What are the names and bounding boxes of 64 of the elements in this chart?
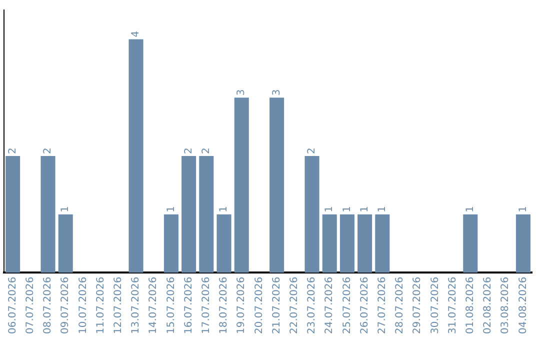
x-tick-label: 03.08.2026 [500,276,512,334]
bar [199,156,214,273]
x-tick-label: 20.07.2026 [254,276,265,334]
bar [304,156,320,273]
x-tick-label: 18.07.2026 [218,276,230,334]
x-tick-label: 09.07.2026 [60,276,72,334]
x-tick-label: 19.07.2026 [236,276,248,334]
data-label: 1 [464,206,476,212]
data-label: 2 [200,148,212,154]
bar [463,214,478,273]
x-tick-label: 25.07.2026 [342,276,353,334]
bar [322,214,337,273]
x-tick-label: 02.08.2026 [482,276,494,334]
x-tick-label: 13.07.2026 [130,276,142,334]
x-tick-label: 12.07.2026 [112,276,124,334]
data-label: 1 [166,206,177,212]
x-tick-label: 26.07.2026 [359,276,370,334]
bar [182,156,196,273]
bar [375,214,390,273]
x-tick-label: 15.07.2026 [166,276,177,334]
x-tick-label: 23.07.2026 [306,276,318,334]
bar [358,214,372,273]
bar [128,39,144,273]
data-label: 4 [130,30,142,38]
data-label: 1 [324,206,336,212]
data-label: 3 [236,89,248,96]
x-tick-label: 22.07.2026 [288,276,300,334]
data-label: 3 [271,89,282,96]
data-label: 2 [7,148,18,154]
data-label: 1 [342,206,353,212]
x-tick-label: 04.08.2026 [518,276,529,334]
data-label: 1 [218,206,230,212]
x-tick-label: 17.07.2026 [200,276,212,334]
data-label: 2 [42,148,54,154]
bar [270,98,284,273]
bar [516,214,530,273]
bar [40,156,56,273]
bar [164,214,178,273]
data-label: 2 [306,148,318,154]
bar [340,214,354,273]
data-label: 1 [376,206,388,212]
x-tick-label: 29.07.2026 [412,276,424,334]
x-tick-label: 21.07.2026 [271,276,282,334]
x-tick-label: 27.07.2026 [376,276,388,334]
x-tick-label: 11.07.2026 [95,276,106,334]
x-tick-label: 06.07.2026 [7,276,18,334]
x-tick-label: 16.07.2026 [183,276,194,334]
data-label: 1 [518,206,529,212]
x-tick-label: 24.07.2026 [324,276,336,334]
data-label: 1 [359,206,370,212]
x-tick-label: 08.07.2026 [42,276,54,334]
x-tick-label: 07.07.2026 [24,276,36,334]
x-tick-label: 01.08.2026 [464,276,476,334]
bar [6,156,20,273]
x-tick-label: 14.07.2026 [148,276,160,334]
x-tick-label: 30.07.2026 [430,276,441,334]
bar [216,214,232,273]
data-label: 2 [183,148,194,154]
x-tick-label: 28.07.2026 [394,276,406,334]
bar [58,214,73,273]
bar [234,98,249,273]
x-tick-label: 31.07.2026 [447,276,458,334]
x-tick-label: 10.07.2026 [78,276,89,334]
data-label: 1 [60,206,72,212]
